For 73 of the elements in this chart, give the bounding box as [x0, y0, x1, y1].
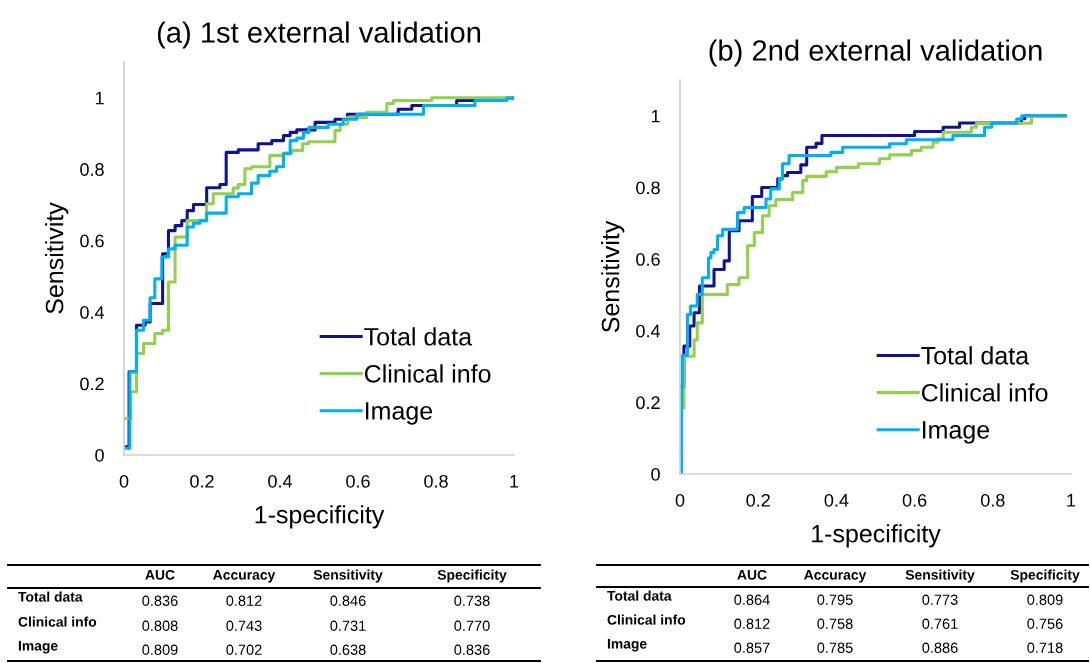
text: Accuracy [804, 570, 867, 583]
text: 0.808 [142, 620, 178, 631]
x-tick-label: 0.6 [346, 474, 370, 488]
x-tick-label: 0.4 [268, 474, 293, 488]
chart-title: (b) 2nd external validation [709, 39, 1042, 67]
y-tick-label: 1 [95, 91, 104, 105]
x-tick-label: 0.8 [424, 474, 448, 488]
text: 0.809 [1027, 594, 1063, 605]
text: 0.731 [330, 620, 366, 631]
text: 0.836 [142, 595, 178, 606]
text: 0.886 [922, 642, 958, 653]
x-tick-label: 0 [675, 493, 685, 507]
text: AUC [145, 569, 175, 580]
text: Clinical info [18, 616, 97, 627]
text: 0.846 [330, 595, 366, 606]
x-axis-title: 1-specificity [255, 505, 385, 529]
text: 0.836 [454, 644, 490, 655]
legend-label: Image [922, 421, 990, 444]
text: 0.864 [734, 594, 770, 605]
x-tick-label: 0.8 [980, 493, 1005, 507]
y-tick-label: 0.4 [80, 306, 105, 319]
x-tick-label: 0.6 [902, 493, 927, 507]
y-tick-label: 0.2 [636, 396, 660, 410]
text: Accuracy [213, 570, 276, 583]
text: 0.773 [922, 594, 958, 605]
text: 0.812 [226, 595, 262, 606]
text: 0.718 [1027, 642, 1063, 653]
chart-title: (a) 1st external validation [157, 21, 481, 49]
text: 0.758 [817, 618, 853, 629]
x-tick-label: 1 [510, 475, 519, 488]
y-axis-title: Sensitivity [45, 202, 69, 314]
text: Sensitivity [905, 569, 975, 583]
text: Image [18, 641, 58, 654]
legend-label: Total data [921, 346, 1030, 365]
text: AUC [737, 569, 767, 580]
text: 0.809 [142, 644, 178, 655]
text: 0.738 [454, 595, 490, 606]
legend-label: Image [365, 402, 433, 425]
y-tick-label: 0.8 [80, 163, 104, 176]
x-axis-title: 1-specificity [812, 524, 941, 548]
text: Total data [607, 590, 672, 601]
text: 0.857 [734, 642, 770, 653]
text: 0.812 [734, 618, 770, 629]
text: Specificity [1010, 569, 1080, 583]
x-tick-label: 0.2 [190, 474, 214, 488]
y-tick-label: 0.8 [636, 181, 660, 195]
text: 0.761 [922, 618, 958, 629]
text: Image [607, 639, 647, 652]
text: 0.743 [226, 620, 262, 631]
text: 0.702 [226, 644, 262, 655]
text: Clinical info [607, 614, 686, 625]
text: 0.756 [1027, 618, 1063, 629]
x-tick-label: 1 [1067, 494, 1076, 507]
legend-label: Total data [364, 327, 473, 346]
x-tick-label: 0 [119, 474, 129, 488]
y-axis-title: Sensitivity [601, 220, 625, 333]
text: 0.770 [454, 620, 490, 631]
text: 0.785 [817, 642, 853, 653]
x-tick-label: 0.2 [746, 493, 770, 507]
text: 0.638 [330, 644, 366, 655]
x-tick-label: 0.4 [824, 493, 849, 507]
y-tick-label: 0.6 [80, 234, 104, 248]
y-tick-label: 0.4 [636, 324, 661, 338]
y-tick-label: 0.2 [80, 377, 104, 391]
text: 0.795 [817, 594, 853, 605]
y-tick-label: 0.6 [636, 253, 660, 266]
y-tick-label: 1 [651, 109, 660, 123]
text: Sensitivity [313, 569, 383, 583]
text: Total data [18, 591, 83, 602]
y-tick-label: 0 [95, 448, 104, 462]
legend-label: Clinical info [921, 383, 1048, 402]
legend-label: Clinical info [364, 364, 491, 383]
text: Specificity [437, 569, 507, 583]
